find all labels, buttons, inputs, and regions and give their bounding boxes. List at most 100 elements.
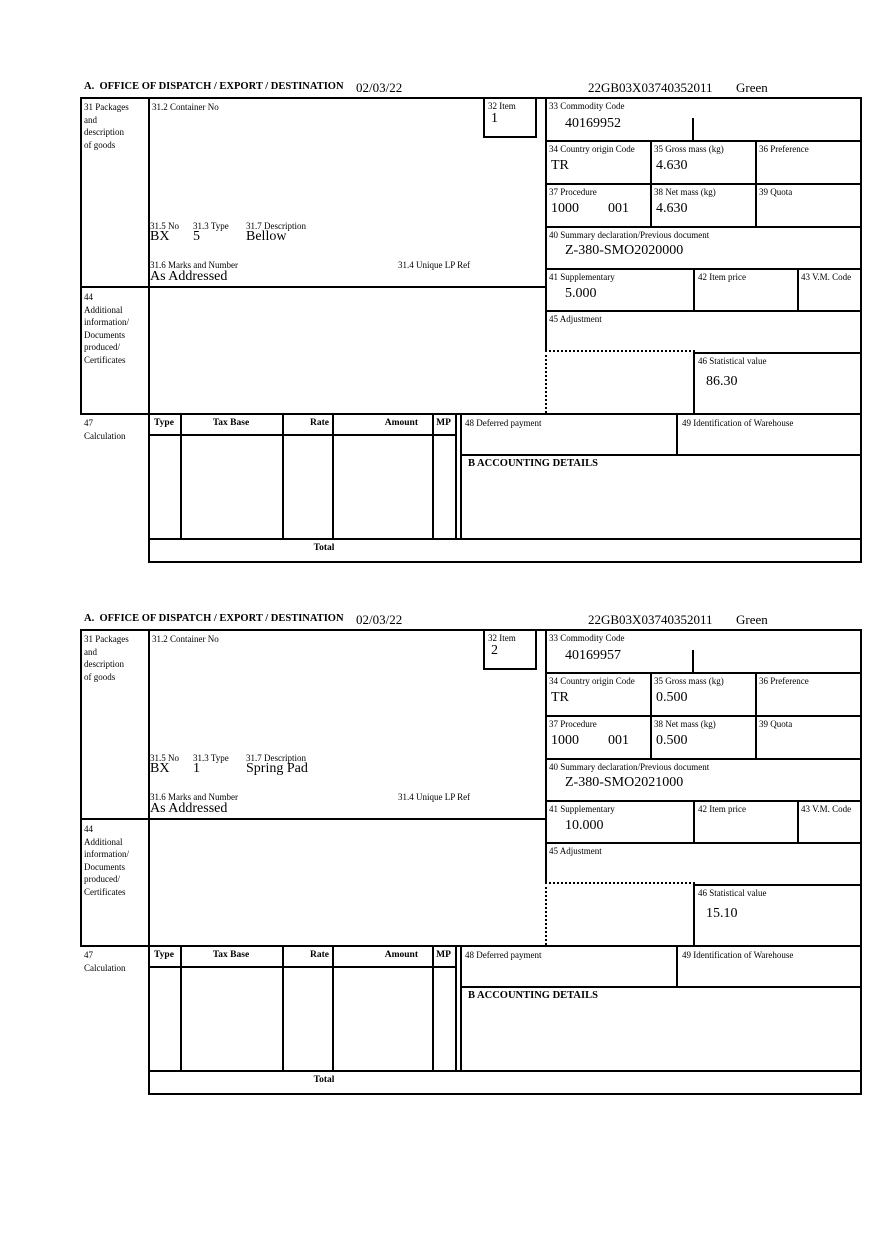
divider (545, 715, 862, 717)
divider (80, 629, 82, 945)
box33-commodity-code-value: 40169957 (565, 648, 621, 663)
divider (460, 986, 862, 988)
box45-adjustment-label: 45 Adjustment (549, 314, 602, 324)
divider (148, 629, 150, 1095)
box39-quota-label: 39 Quota (759, 719, 793, 729)
pack-no-value: BX (150, 229, 170, 244)
pack-description-value: Spring Pad (246, 761, 308, 776)
divider (676, 413, 678, 456)
divider (80, 286, 547, 288)
box33-commodity-code-label: 33 Commodity Code (549, 633, 625, 643)
divider (80, 945, 862, 947)
divider (860, 629, 862, 1095)
total-label: Total (313, 1075, 335, 1085)
commodity-code-separator (692, 650, 694, 672)
box34-country-origin-label: 34 Country origin Code (549, 144, 635, 154)
routing-status: Green (736, 612, 768, 627)
divider (693, 352, 862, 354)
divider (676, 945, 678, 988)
divider (755, 672, 757, 760)
pack-type-value: 5 (193, 229, 200, 244)
divider (148, 561, 862, 563)
pack-description-label: 31.7 Description (246, 221, 306, 231)
box38-net-mass-value: 0.500 (656, 733, 688, 748)
box36-preference-label: 36 Preference (759, 144, 809, 154)
tax-col-rate-header: Rate (310, 950, 329, 960)
box32-item: 32 Item 1 (483, 97, 537, 138)
box32-item-label: 32 Item (488, 101, 516, 111)
divider (693, 800, 695, 844)
divider (80, 818, 547, 820)
divider (455, 945, 457, 1072)
declaration-form-sheet-item-1: A. OFFICE OF DISPATCH / EXPORT / DESTINA… (80, 80, 864, 566)
pack-type-label: 31.3 Type (193, 753, 229, 763)
marks-and-number-label: 31.6 Marks and Number (150, 792, 238, 802)
divider (693, 884, 695, 947)
box41-supplementary-label: 41 Supplementary (549, 272, 615, 282)
box34-country-origin-label: 34 Country origin Code (549, 676, 635, 686)
divider (460, 454, 862, 456)
box37-procedure-value-2: 001 (608, 733, 629, 748)
box40-summary-declaration-value: Z-380-SMO2020000 (565, 243, 684, 258)
box31-packages-label: 31 Packages and description of goods (84, 102, 129, 150)
accounting-details-label: B ACCOUNTING DETAILS (468, 458, 598, 469)
box33-commodity-code-value: 40169952 (565, 116, 621, 131)
tax-col-mp-header: MP (436, 950, 451, 960)
total-label: Total (313, 543, 335, 553)
divider (148, 434, 457, 436)
box34-country-origin-value: TR (551, 690, 569, 705)
box46-statistical-value: 15.10 (706, 906, 738, 921)
box40-summary-declaration-value: Z-380-SMO2021000 (565, 775, 684, 790)
dispatch-date: 02/03/22 (356, 80, 403, 95)
unique-lp-ref-label: 31.4 Unique LP Ref (398, 792, 471, 802)
divider (860, 97, 862, 563)
marks-and-number-label: 31.6 Marks and Number (150, 260, 238, 270)
box43-vm-code-label: 43 V.M. Code (801, 272, 852, 282)
divider (332, 413, 334, 540)
box37-procedure-label: 37 Procedure (549, 187, 597, 197)
pack-no-label: 31.5 No (150, 221, 179, 231)
tax-col-taxbase-header: Tax Base (212, 418, 250, 428)
dotted-divider (545, 882, 695, 884)
commodity-code-separator (692, 118, 694, 140)
declaration-form-sheet-item-2: A. OFFICE OF DISPATCH / EXPORT / DESTINA… (80, 612, 864, 1098)
divider (80, 629, 862, 631)
box38-net-mass-value: 4.630 (656, 201, 688, 216)
box34-country-origin-value: TR (551, 158, 569, 173)
divider (545, 140, 862, 142)
divider (545, 226, 862, 228)
box41-supplementary-value: 5.000 (565, 286, 597, 301)
divider (460, 413, 462, 540)
divider (282, 945, 284, 1072)
box42-item-price-label: 42 Item price (698, 272, 746, 282)
declaration-reference: 22GB03X03740352011 (588, 612, 713, 627)
box41-supplementary-value: 10.000 (565, 818, 604, 833)
tax-col-type-header: Type (154, 418, 174, 428)
declaration-reference: 22GB03X03740352011 (588, 80, 713, 95)
divider (755, 140, 757, 228)
box32-item: 32 Item 2 (483, 629, 537, 670)
tax-col-rate-header: Rate (310, 418, 329, 428)
routing-status: Green (736, 80, 768, 95)
divider (148, 1070, 862, 1072)
divider (180, 413, 182, 540)
box47-calculation-label: 47 Calculation (84, 950, 126, 973)
box33-commodity-code-label: 33 Commodity Code (549, 101, 625, 111)
marks-and-number-value: As Addressed (150, 269, 228, 284)
box36-preference-label: 36 Preference (759, 676, 809, 686)
box39-quota-label: 39 Quota (759, 187, 793, 197)
divider (148, 1093, 862, 1095)
divider (797, 268, 799, 312)
divider (693, 884, 862, 886)
divider (545, 800, 862, 802)
box35-gross-mass-label: 35 Gross mass (kg) (654, 676, 724, 686)
divider (332, 945, 334, 1072)
box40-summary-declaration-label: 40 Summary declaration/Previous document (549, 762, 710, 772)
box47-calculation-label: 47 Calculation (84, 418, 126, 441)
tax-col-amount-header: Amount (384, 418, 418, 428)
pack-type-value: 1 (193, 761, 200, 776)
divider (545, 268, 862, 270)
divider (455, 413, 457, 540)
box35-gross-mass-value: 4.630 (656, 158, 688, 173)
